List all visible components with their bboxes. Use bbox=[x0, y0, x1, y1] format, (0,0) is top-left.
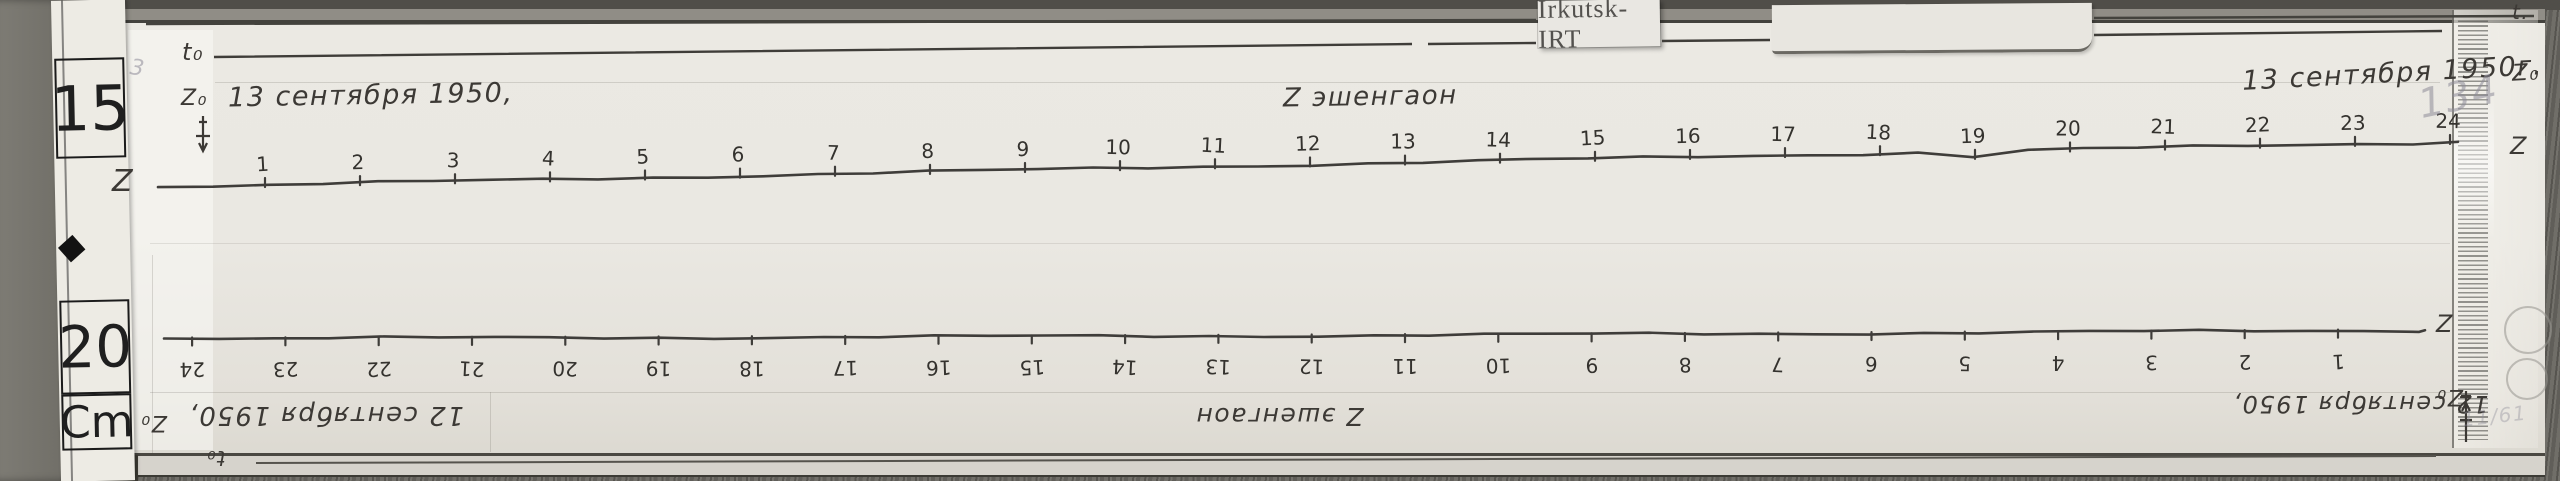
t0-line-top bbox=[213, 29, 2443, 59]
svg-text:18: 18 bbox=[1865, 120, 1892, 145]
svg-text:8: 8 bbox=[921, 139, 935, 164]
z0-label-top-left: Z₀ bbox=[181, 86, 208, 111]
svg-text:24: 24 bbox=[179, 357, 205, 381]
upper-trace-label-left: Z bbox=[112, 164, 135, 199]
t0-line-bottom bbox=[255, 455, 2437, 464]
svg-text:17: 17 bbox=[832, 356, 858, 380]
lower-trace-line bbox=[162, 328, 2427, 341]
svg-text:14: 14 bbox=[1111, 354, 1138, 379]
svg-text:1: 1 bbox=[2331, 349, 2345, 374]
svg-text:3: 3 bbox=[2145, 351, 2158, 375]
svg-text:4: 4 bbox=[2052, 351, 2065, 375]
ruler-reflection bbox=[2454, 90, 2494, 240]
svg-text:7: 7 bbox=[1771, 352, 1785, 377]
svg-text:19: 19 bbox=[646, 356, 672, 380]
upper-trace-label-right: Z bbox=[2510, 132, 2528, 160]
paper-crease bbox=[215, 82, 2440, 83]
title-center-top: Z эшенгаон bbox=[1282, 80, 1458, 114]
svg-text:13: 13 bbox=[1205, 354, 1231, 379]
svg-text:20: 20 bbox=[2055, 116, 2080, 140]
z0-label-bottom-left-inverted: Z₀ bbox=[140, 410, 167, 435]
paper-crease-vertical bbox=[152, 255, 153, 455]
paper-crease-vertical bbox=[490, 392, 491, 452]
date-top-left: 13 сентября 1950, bbox=[227, 77, 514, 114]
svg-text:2: 2 bbox=[2238, 350, 2252, 374]
t0-label-top: t₀ bbox=[182, 38, 205, 66]
z0-arrow-up-icon bbox=[2460, 391, 2472, 442]
paper-seam bbox=[150, 243, 2450, 244]
svg-text:16: 16 bbox=[1675, 124, 1701, 148]
z0-label-bottom-right-inverted: Z₀ bbox=[2436, 384, 2463, 409]
svg-text:21: 21 bbox=[458, 356, 485, 381]
svg-text:12: 12 bbox=[1295, 131, 1321, 156]
t-end-label: t. bbox=[2512, 0, 2530, 24]
svg-text:21: 21 bbox=[2150, 114, 2176, 139]
svg-text:4: 4 bbox=[541, 146, 555, 171]
svg-text:22: 22 bbox=[2244, 112, 2271, 137]
svg-text:24: 24 bbox=[2435, 109, 2461, 133]
svg-text:6: 6 bbox=[732, 143, 745, 167]
svg-text:16: 16 bbox=[926, 355, 952, 380]
svg-text:10: 10 bbox=[1105, 135, 1131, 159]
ring-mark bbox=[2506, 358, 2548, 400]
top-dark-band bbox=[105, 0, 2560, 10]
svg-text:14: 14 bbox=[1485, 127, 1511, 152]
svg-text:20: 20 bbox=[552, 356, 578, 381]
paper-left-margin bbox=[128, 30, 213, 450]
svg-text:23: 23 bbox=[2340, 111, 2366, 135]
svg-text:9: 9 bbox=[1016, 137, 1029, 161]
z0-arrow-down-icon bbox=[196, 116, 210, 154]
ring-mark bbox=[2504, 306, 2552, 354]
svg-text:22: 22 bbox=[366, 356, 393, 381]
svg-text:5: 5 bbox=[636, 144, 650, 168]
svg-text:19: 19 bbox=[1960, 123, 1986, 148]
title-center-bottom-inverted: Z эшенгаон bbox=[1195, 402, 1364, 431]
svg-text:7: 7 bbox=[826, 141, 840, 165]
lower-trace-label-right: Z bbox=[2436, 310, 2454, 338]
svg-text:5: 5 bbox=[1958, 351, 1971, 375]
svg-text:3: 3 bbox=[447, 148, 460, 172]
svg-text:11: 11 bbox=[1200, 133, 1227, 158]
svg-text:17: 17 bbox=[1770, 122, 1796, 146]
z0-label-top-right: Z₀ bbox=[2511, 59, 2541, 87]
magnetogram-paper bbox=[108, 20, 2545, 456]
svg-text:18: 18 bbox=[739, 356, 764, 380]
upper-hour-ticks: 1 2 3 4 5 6 7 8 9 10 11 12 13 14 15 16 17 18 19 20 21 22 23 24 bbox=[256, 109, 2461, 189]
svg-text:15: 15 bbox=[1579, 125, 1606, 150]
svg-text:10: 10 bbox=[1485, 354, 1511, 378]
svg-text:23: 23 bbox=[273, 357, 299, 382]
svg-text:9: 9 bbox=[1585, 353, 1599, 377]
svg-text:15: 15 bbox=[1019, 355, 1046, 380]
t0-label-bottom-inverted: t₀ bbox=[206, 446, 226, 470]
date-bottom-left-inverted: 12 сентября 1950, bbox=[188, 400, 464, 430]
upper-trace-line bbox=[156, 140, 2460, 189]
svg-text:12: 12 bbox=[1299, 354, 1325, 378]
svg-text:13: 13 bbox=[1390, 130, 1415, 154]
paper-crease bbox=[150, 392, 2450, 393]
svg-text:1: 1 bbox=[256, 152, 270, 177]
svg-text:6: 6 bbox=[1864, 352, 1878, 376]
svg-text:8: 8 bbox=[1678, 353, 1692, 378]
svg-text:11: 11 bbox=[1392, 354, 1417, 378]
svg-text:2: 2 bbox=[351, 150, 364, 174]
